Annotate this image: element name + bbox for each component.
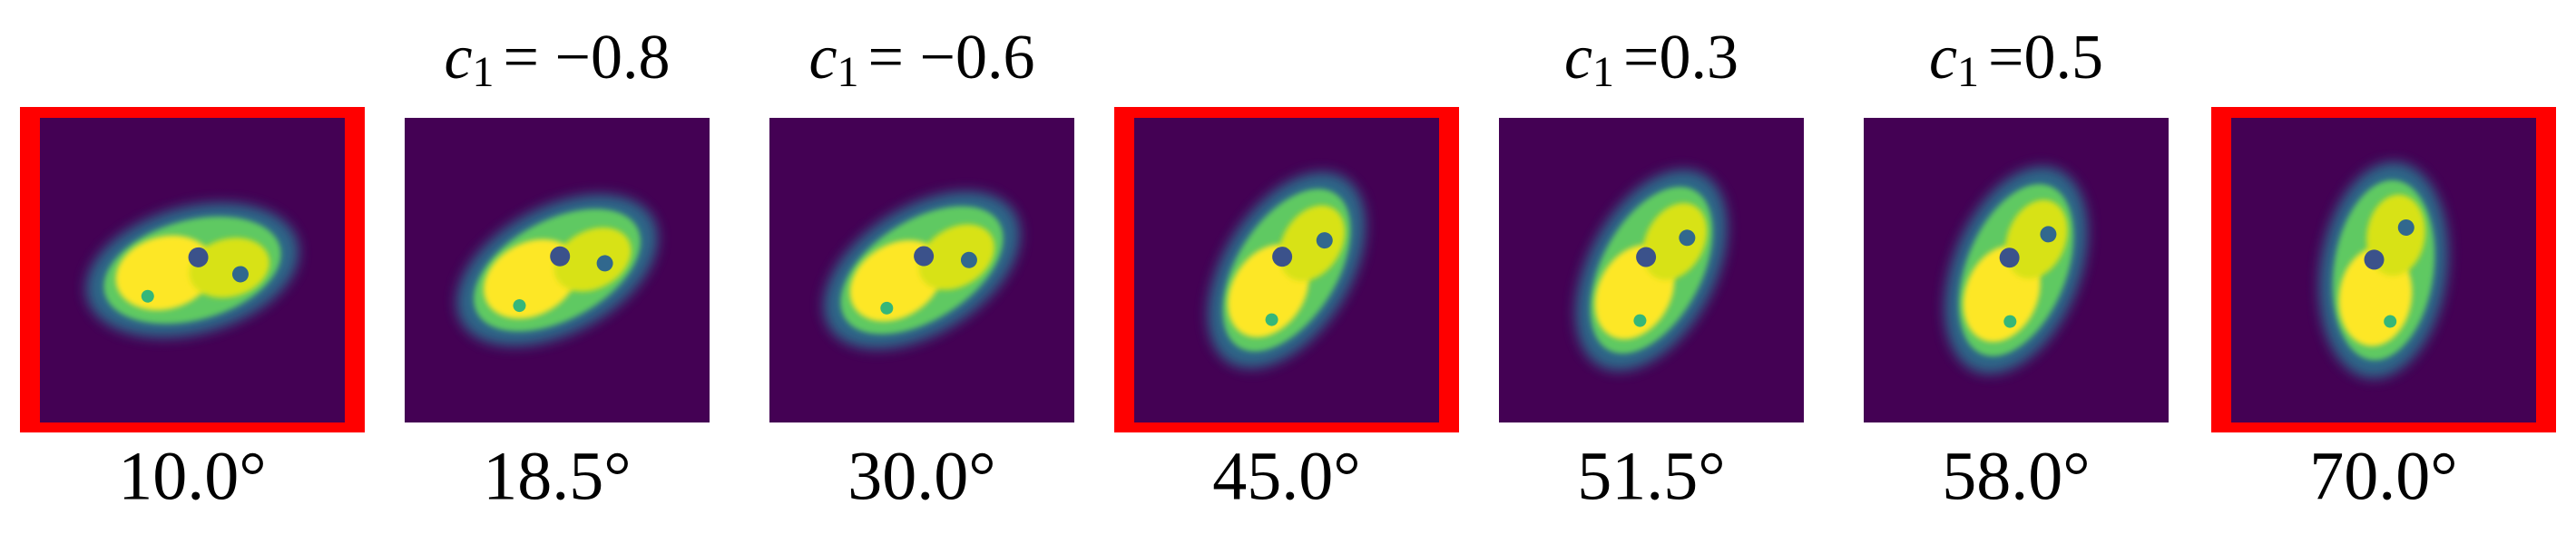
angle-label: 18.5°: [483, 438, 631, 514]
parameter-value: =0.3: [1623, 23, 1739, 92]
parameter-value: = −0.6: [868, 23, 1035, 92]
angle-label: 51.5°: [1577, 438, 1725, 514]
parameter-variable: c: [1564, 23, 1592, 92]
image-blob: [1208, 171, 1366, 369]
parameter-variable: c: [808, 23, 837, 92]
parameter-variable: c: [444, 23, 472, 92]
panel: 30.0° c1 = −0.6: [769, 23, 1074, 514]
panel: 45.0°: [1114, 107, 1459, 514]
parameter-label: c1 = −0.6: [808, 23, 1034, 96]
angle-label: 10.0°: [118, 438, 266, 514]
image-blob: [85, 202, 299, 338]
panel: 10.0°: [20, 107, 365, 514]
image-blob: [2318, 161, 2449, 379]
angle-label: 30.0°: [847, 438, 995, 514]
image-blob: [1575, 170, 1728, 371]
angle-label: 58.0°: [1942, 438, 2090, 514]
angle-label: 70.0°: [2309, 438, 2457, 514]
image-blob: [1944, 166, 2088, 374]
image-blob: [456, 194, 658, 346]
parameter-variable: c: [1929, 23, 1957, 92]
parameter-subscript: 1: [1592, 48, 1614, 96]
panel: 18.5° c1 = −0.8: [405, 23, 710, 514]
parameter-value: =0.5: [1988, 23, 2103, 92]
panel: 58.0° c1 =0.5: [1864, 23, 2169, 514]
parameter-subscript: 1: [473, 48, 495, 96]
image-blob: [823, 191, 1021, 349]
angle-label: 45.0°: [1212, 438, 1360, 514]
panel: 70.0°: [2211, 107, 2556, 514]
panel: 51.5° c1 =0.3: [1499, 23, 1804, 514]
parameter-label: c1 =0.5: [1929, 23, 2103, 96]
parameter-value: = −0.8: [504, 23, 671, 92]
parameter-subscript: 1: [837, 48, 859, 96]
parameter-subscript: 1: [1957, 48, 1979, 96]
parameter-label: c1 = −0.8: [444, 23, 670, 96]
parameter-label: c1 =0.3: [1564, 23, 1739, 96]
